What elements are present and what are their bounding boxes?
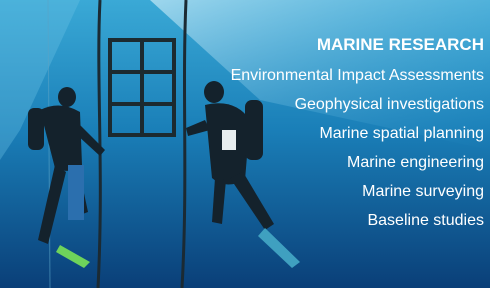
page: {"heading": "MARINE RESEARCH", "items": … bbox=[0, 0, 490, 288]
bag bbox=[68, 165, 84, 220]
service-item: Environmental Impact Assessments bbox=[231, 67, 484, 84]
banner: MARINE RESEARCH Environmental Impact Ass… bbox=[0, 0, 490, 288]
heading: MARINE RESEARCH bbox=[317, 35, 484, 54]
service-item: Baseline studies bbox=[367, 212, 484, 229]
service-item: Marine spatial planning bbox=[319, 125, 484, 142]
service-item: Geophysical investigations bbox=[295, 96, 484, 113]
service-item: Marine engineering bbox=[347, 154, 484, 171]
slate bbox=[222, 130, 236, 150]
service-item: Marine surveying bbox=[362, 183, 484, 200]
